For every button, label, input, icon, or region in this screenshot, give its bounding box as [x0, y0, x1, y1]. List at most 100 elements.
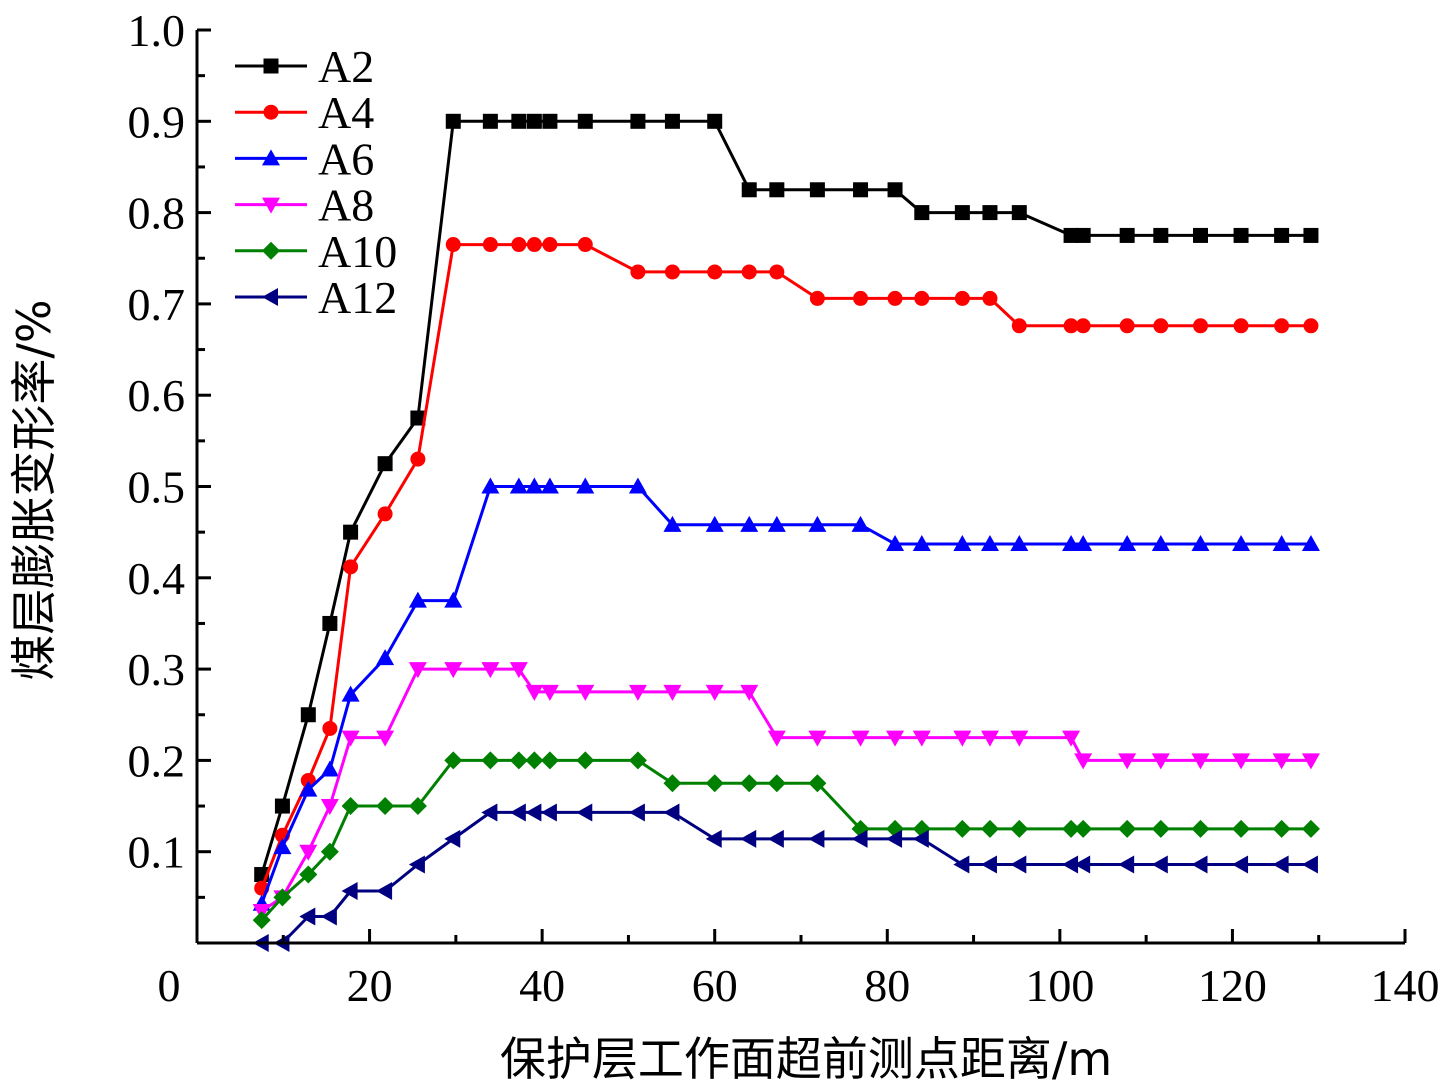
data-point-a6 — [273, 838, 292, 855]
data-point-a4 — [1233, 318, 1249, 334]
y-tick-label: 0.5 — [128, 462, 186, 513]
legend-item-a6: A6 — [235, 133, 374, 184]
data-point-a2 — [445, 113, 461, 129]
legend-marker — [262, 241, 280, 260]
y-tick-label: 0.8 — [128, 188, 186, 239]
data-point-a2 — [1193, 227, 1209, 243]
data-point-a8 — [953, 730, 972, 747]
x-tick-label: 60 — [692, 960, 738, 1011]
data-point-a10 — [1010, 819, 1029, 838]
data-point-a8 — [525, 684, 544, 701]
legend-item-a10: A10 — [235, 226, 397, 277]
data-point-a4 — [1274, 318, 1290, 334]
data-point-a8 — [912, 730, 931, 747]
data-point-a8 — [705, 684, 724, 701]
data-point-a8 — [341, 730, 360, 747]
data-point-a8 — [576, 684, 595, 701]
data-point-a10 — [663, 774, 682, 793]
data-point-a6 — [525, 477, 544, 494]
data-point-a4 — [769, 264, 785, 280]
data-point-a12 — [705, 829, 722, 848]
y-tick-label: 0.4 — [128, 553, 186, 604]
data-point-a2 — [1274, 227, 1290, 243]
data-point-a12 — [767, 829, 784, 848]
data-point-a6 — [341, 685, 360, 702]
data-point-a4 — [1063, 318, 1079, 334]
legend-label: A4 — [318, 87, 374, 138]
data-point-a4 — [853, 290, 869, 306]
data-point-a8 — [808, 730, 827, 747]
data-point-a8 — [740, 684, 759, 701]
legend-label: A12 — [318, 272, 397, 323]
data-point-a10 — [576, 751, 595, 770]
y-tick-label: 1.0 — [128, 5, 186, 56]
data-point-a8 — [376, 730, 395, 747]
data-point-a12 — [341, 881, 358, 900]
data-point-a12 — [1151, 855, 1168, 874]
data-point-a6 — [444, 591, 463, 608]
data-point-a8 — [408, 662, 427, 679]
data-point-a6 — [1118, 535, 1137, 552]
data-point-a4 — [445, 237, 461, 253]
data-point-a6 — [663, 515, 682, 532]
data-point-a2 — [410, 410, 426, 426]
data-point-a2 — [853, 182, 869, 198]
data-point-a2 — [664, 113, 680, 129]
x-tick-label: 0 — [158, 960, 181, 1011]
data-point-a10 — [1301, 819, 1320, 838]
data-point-a4 — [1303, 318, 1319, 334]
data-point-a2 — [1075, 227, 1091, 243]
x-axis-title: 保护层工作面超前测点距离/m — [500, 1032, 1112, 1086]
legend-item-a12: A12 — [235, 272, 397, 323]
data-point-a12 — [576, 803, 593, 822]
data-point-a10 — [1191, 819, 1210, 838]
data-point-a12 — [1074, 855, 1091, 874]
data-point-a12 — [481, 803, 498, 822]
data-point-a12 — [1232, 855, 1249, 874]
x-tick-label: 20 — [347, 960, 393, 1011]
data-point-a12 — [1118, 855, 1135, 874]
data-point-a2 — [630, 113, 646, 129]
data-point-a12 — [1191, 855, 1208, 874]
data-point-a8 — [886, 730, 905, 747]
data-point-a10 — [628, 751, 647, 770]
legend-label: A10 — [318, 226, 397, 277]
data-point-a8 — [509, 662, 528, 679]
x-tick-label: 140 — [1371, 960, 1440, 1011]
data-point-a12 — [1062, 855, 1079, 874]
data-point-a2 — [526, 113, 542, 129]
data-point-a2 — [1011, 205, 1027, 221]
legend-label: A2 — [318, 41, 374, 92]
data-point-a2 — [1063, 227, 1079, 243]
data-point-a12 — [444, 829, 461, 848]
y-tick-label: 0.1 — [128, 827, 186, 878]
series-line-a8 — [260, 667, 1311, 913]
data-point-a6 — [980, 535, 999, 552]
data-point-a10 — [1118, 819, 1137, 838]
data-point-a8 — [851, 730, 870, 747]
data-point-a6 — [1074, 535, 1093, 552]
data-point-a12 — [509, 803, 526, 822]
data-point-a10 — [705, 774, 724, 793]
data-point-a12 — [1272, 855, 1289, 874]
data-point-a10 — [299, 865, 318, 884]
data-point-a12 — [540, 803, 557, 822]
data-point-a10 — [980, 819, 999, 838]
data-point-a6 — [376, 649, 395, 666]
data-point-a10 — [408, 797, 427, 816]
data-point-a2 — [542, 113, 558, 129]
data-point-a2 — [577, 113, 593, 129]
x-ticks: 0 20 40 60 80 100 120 140 — [158, 929, 1440, 1011]
data-point-a10 — [1151, 819, 1170, 838]
legend-label: A8 — [318, 180, 374, 231]
data-point-a4 — [410, 451, 426, 467]
data-point-a12 — [980, 855, 997, 874]
data-point-a2 — [482, 113, 498, 129]
data-point-a4 — [630, 264, 646, 280]
legend-item-a2: A2 — [235, 41, 374, 92]
data-point-a4 — [982, 290, 998, 306]
x-tick-label: 40 — [519, 960, 565, 1011]
data-point-a6 — [1301, 535, 1320, 552]
legend-marker — [263, 104, 279, 120]
